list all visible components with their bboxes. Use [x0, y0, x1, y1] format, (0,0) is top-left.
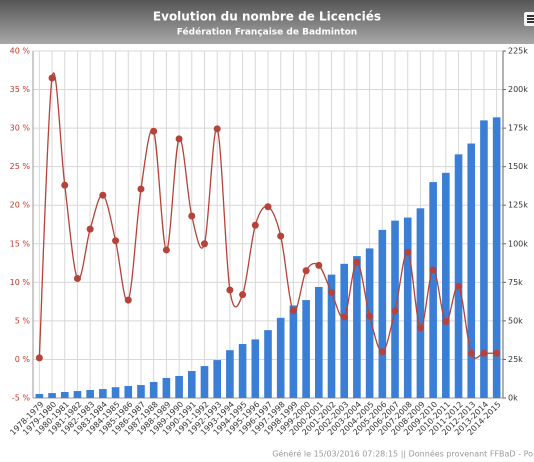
bar: [264, 330, 272, 398]
point: [391, 307, 399, 315]
point: [442, 318, 450, 326]
bar: [149, 381, 158, 398]
bar: [238, 344, 247, 398]
point: [340, 313, 348, 321]
y2-tick-label: 100k: [508, 239, 528, 248]
y2-tick-label: 0k: [508, 394, 518, 403]
y2-tick-label: 50k: [508, 316, 523, 325]
bar: [327, 274, 336, 398]
bar: [137, 385, 145, 398]
point: [353, 258, 361, 266]
y-tick-label: -5 %: [12, 394, 31, 403]
point: [162, 246, 170, 254]
point: [289, 307, 297, 315]
bar: [73, 391, 82, 398]
point: [188, 212, 196, 220]
bar: [378, 229, 387, 398]
bar: [124, 385, 133, 398]
point: [86, 225, 94, 233]
bar: [289, 305, 298, 398]
y-tick-label: 15 %: [10, 239, 31, 248]
bar: [226, 350, 234, 398]
y2-tick-label: 225k: [508, 47, 528, 56]
y-tick-label: 25 %: [10, 162, 31, 171]
point: [302, 267, 310, 275]
y2-tick-label: 175k: [508, 124, 528, 133]
bar: [454, 154, 463, 398]
point: [315, 261, 323, 269]
point: [455, 282, 463, 290]
point: [61, 181, 69, 189]
chart-subtitle: Fédération Française de Badminton: [177, 27, 357, 38]
bar: [276, 317, 285, 398]
bar: [315, 286, 323, 398]
y-tick-label: 5 %: [15, 316, 31, 325]
point: [429, 266, 437, 274]
y-tick-label: 40 %: [10, 47, 31, 56]
point: [213, 125, 221, 133]
bar: [416, 208, 425, 398]
point: [200, 240, 208, 248]
bar: [442, 172, 450, 398]
header: [0, 0, 534, 44]
y-tick-label: 30 %: [10, 124, 31, 133]
y2-tick-label: 150k: [508, 162, 528, 171]
bar: [200, 366, 209, 398]
point: [378, 348, 386, 356]
point: [124, 296, 132, 304]
bar: [302, 300, 310, 398]
point: [73, 274, 81, 282]
bar: [35, 393, 44, 398]
bar: [365, 248, 374, 398]
y2-tick-label: 125k: [508, 201, 528, 210]
chart-title: Evolution du nombre de Licenciés: [153, 10, 381, 24]
point: [467, 349, 475, 357]
point: [416, 324, 424, 332]
y2-tick-label: 75k: [508, 278, 523, 287]
y-tick-label: 0 %: [15, 355, 31, 364]
footer: Généré le 15/03/2016 07:28:15 || Données…: [272, 449, 533, 459]
bar: [429, 182, 437, 398]
bar: [99, 389, 107, 398]
bar: [175, 375, 183, 398]
bar: [353, 256, 361, 398]
bar: [340, 263, 349, 398]
bar: [403, 217, 412, 398]
bar: [187, 371, 196, 398]
y-tick-label: 10 %: [10, 278, 31, 287]
point: [480, 349, 488, 357]
bar: [467, 143, 476, 398]
point: [99, 191, 107, 199]
point: [404, 248, 412, 256]
point: [328, 288, 336, 296]
y2-tick-label: 25k: [508, 355, 523, 364]
y2-tick-label: 200k: [508, 85, 528, 94]
bar: [251, 339, 260, 398]
bar: [492, 117, 501, 398]
point: [239, 291, 247, 299]
bar: [480, 120, 488, 399]
point: [175, 135, 183, 143]
y-tick-label: 35 %: [10, 85, 31, 94]
bar: [86, 389, 94, 398]
bar: [48, 393, 56, 398]
bar: [111, 387, 120, 398]
point: [137, 185, 145, 193]
point: [48, 74, 56, 82]
point: [366, 312, 374, 320]
point: [35, 354, 43, 362]
menu-button[interactable]: [524, 12, 534, 26]
y-tick-label: 20 %: [10, 201, 31, 210]
point: [112, 237, 120, 245]
point: [251, 221, 259, 229]
point: [226, 286, 234, 294]
point: [150, 127, 158, 135]
point: [493, 349, 501, 357]
point: [277, 232, 285, 240]
bar: [60, 391, 69, 398]
point: [264, 203, 272, 211]
bar: [162, 377, 171, 398]
bar: [213, 360, 221, 398]
